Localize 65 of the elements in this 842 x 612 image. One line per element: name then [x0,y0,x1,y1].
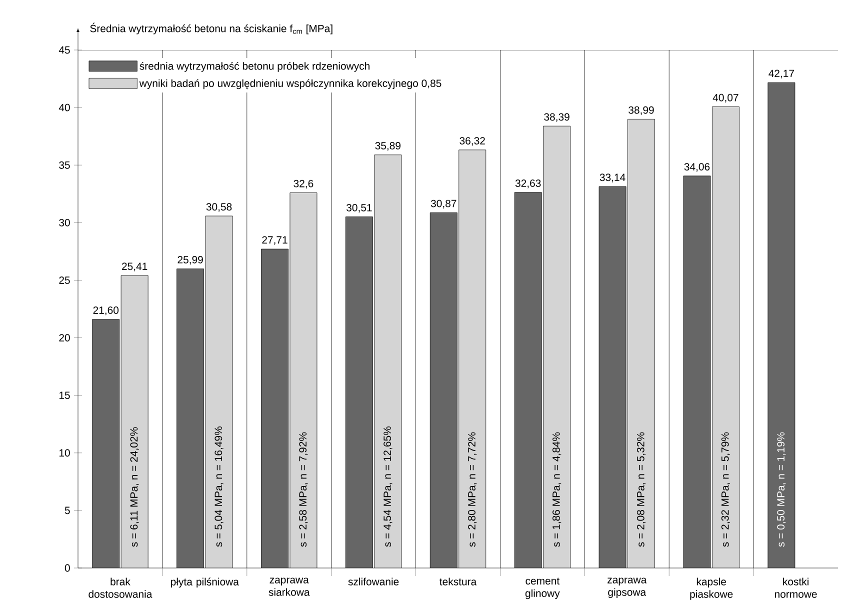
x-tick-label: kapsle piaskowe [690,578,733,600]
bar [374,154,402,568]
bar [206,216,233,568]
data-label: 30,58 [206,203,232,212]
annotation: s = 6,11 MPa, n = 24,02% [130,427,139,547]
bar [514,192,542,568]
data-label: 40,07 [712,94,738,103]
annotation: s = 0,50 MPa, n = 1,19% [777,432,786,547]
y-axis-title: Średnia wytrzymałość betonu na ściskanie f$_{cm}$ [MPa] [90,22,332,34]
bar [430,212,458,568]
data-label: 33,14 [600,174,626,182]
data-label: 32,63 [515,180,541,188]
bar [290,192,317,568]
bar [599,186,626,568]
y-tick-label: 5 [64,506,70,514]
bar [176,268,204,568]
annotation: s = 5,04 MPa, n = 16,49% [214,426,224,547]
bar [458,150,486,568]
annotation: s = 4,54 MPa, n = 12,65% [384,426,392,547]
data-label: 38,99 [628,106,654,115]
y-tick-label: 20 [59,334,70,342]
data-label: 32,6 [294,180,314,189]
bar [628,119,655,568]
bar [768,82,796,568]
data-label: 25,41 [122,262,148,272]
x-tick-label: tekstura [440,578,477,586]
x-tick-label: zaprawa gipsowa [608,578,647,598]
x-tick-label: cement glinowy [525,578,560,600]
legend-label: średnia wytrzymałość betonu próbek rdzeniowych [140,62,370,72]
y-tick-label: 15 [59,392,70,399]
bar [261,249,288,568]
bar [712,106,740,568]
data-label: 30,51 [346,204,372,213]
data-label: 38,39 [544,113,570,122]
y-tick-label: 25 [59,276,70,284]
legend-label: wyniki badań po uwzględnieniu współczynnika korekcyjnego 0,85 [139,79,442,90]
annotation: s = 2,80 MPa, n = 7,72% [468,432,477,547]
x-tick-label: szlifowanie [348,578,399,586]
y-tick-label: 10 [59,449,70,457]
data-label: 21,60 [93,306,119,316]
bar [346,216,373,568]
x-tick-label: zaprawa siarkowa [268,578,310,596]
y-tick-label: 45 [58,46,70,54]
y-tick-label: 35 [59,161,70,169]
data-label: 36,32 [460,137,485,146]
bar [683,176,710,568]
y-tick-label: 0 [64,564,70,572]
bar [121,276,148,568]
bar [543,126,570,568]
bar [92,319,120,568]
annotation: s = 2,08 MPa, n = 5,32% [636,432,646,547]
x-tick-label: płyta pilśniowa [171,578,239,588]
y-tick-label: 30 [59,218,70,226]
data-label: 30,87 [430,200,456,208]
x-tick-label: brak dostosowania [88,578,152,598]
annotation: s = 2,32 MPa, n = 5,79% [721,432,730,547]
data-label: 25,99 [178,256,203,265]
data-label: 34,06 [684,163,710,172]
y-tick-label: 40 [58,104,70,112]
annotation: s = 1,86 MPa, n = 4,84% [552,432,562,547]
annotation: s = 2,58 MPa, n = 7,92% [299,432,308,547]
data-label: 42,17 [768,70,794,78]
data-label: 35,89 [375,142,400,151]
data-label: 27,71 [262,236,288,245]
x-tick-label: kostki normowe [774,578,817,598]
